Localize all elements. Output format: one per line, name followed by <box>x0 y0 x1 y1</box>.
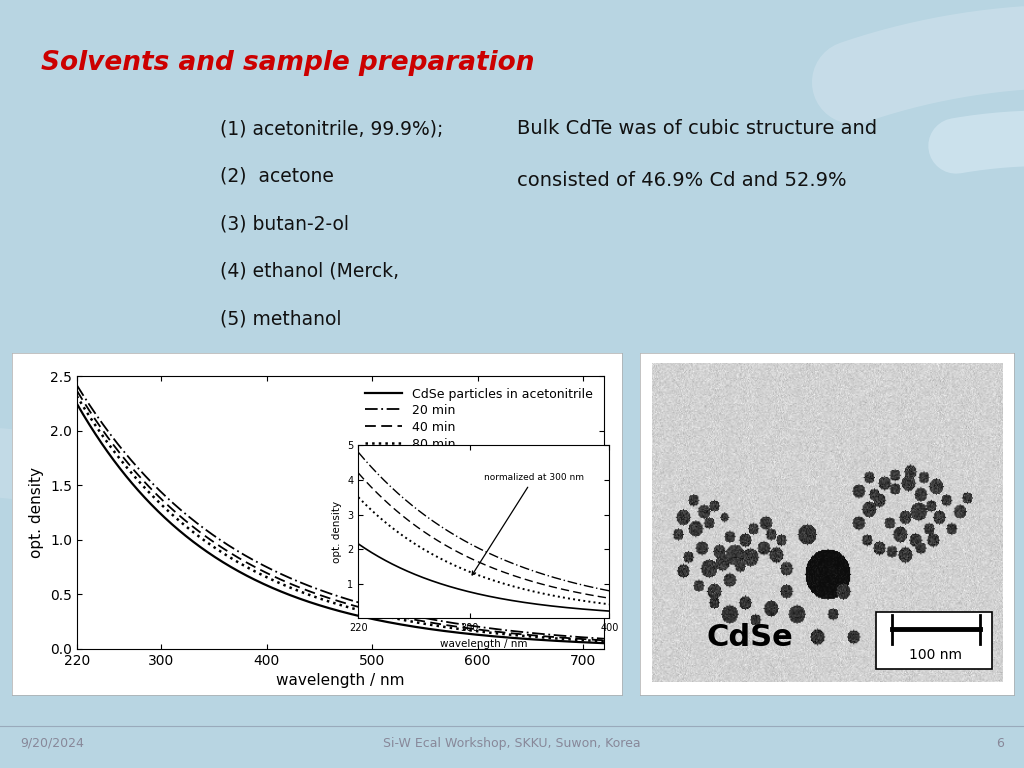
Text: (4) ethanol (Merck,: (4) ethanol (Merck, <box>220 262 399 281</box>
Text: Bulk CdTe was of cubic structure and: Bulk CdTe was of cubic structure and <box>517 119 878 138</box>
Text: (5) methanol: (5) methanol <box>220 310 342 329</box>
Text: (6) triethyleneglycol: (6) triethyleneglycol <box>220 357 410 376</box>
Text: CdSe: CdSe <box>707 623 794 652</box>
Text: 100 nm: 100 nm <box>909 648 963 662</box>
X-axis label: wavelength / nm: wavelength / nm <box>440 639 527 649</box>
Text: 6: 6 <box>995 737 1004 750</box>
Legend: CdSe particles in acetonitrile, 20 min, 40 min, 80 min: CdSe particles in acetonitrile, 20 min, … <box>359 382 598 456</box>
Y-axis label: opt. density: opt. density <box>332 501 342 563</box>
X-axis label: wavelength / nm: wavelength / nm <box>276 674 404 688</box>
Text: consisted of 46.9% Cd and 52.9%: consisted of 46.9% Cd and 52.9% <box>517 171 847 190</box>
Text: (3) butan-2-ol: (3) butan-2-ol <box>220 214 349 233</box>
Text: 9/20/2024: 9/20/2024 <box>20 737 84 750</box>
Text: (2)  acetone: (2) acetone <box>220 167 334 186</box>
Text: Solvents and sample preparation: Solvents and sample preparation <box>41 50 535 76</box>
FancyBboxPatch shape <box>877 612 992 669</box>
Text: (1) acetonitrile, 99.9%);: (1) acetonitrile, 99.9%); <box>220 119 443 138</box>
Text: normalized at 300 nm: normalized at 300 nm <box>472 473 584 575</box>
Text: (7) water: (7) water <box>220 405 306 424</box>
Y-axis label: opt. density: opt. density <box>30 467 44 558</box>
Text: Si-W Ecal Workshop, SKKU, Suwon, Korea: Si-W Ecal Workshop, SKKU, Suwon, Korea <box>383 737 641 750</box>
